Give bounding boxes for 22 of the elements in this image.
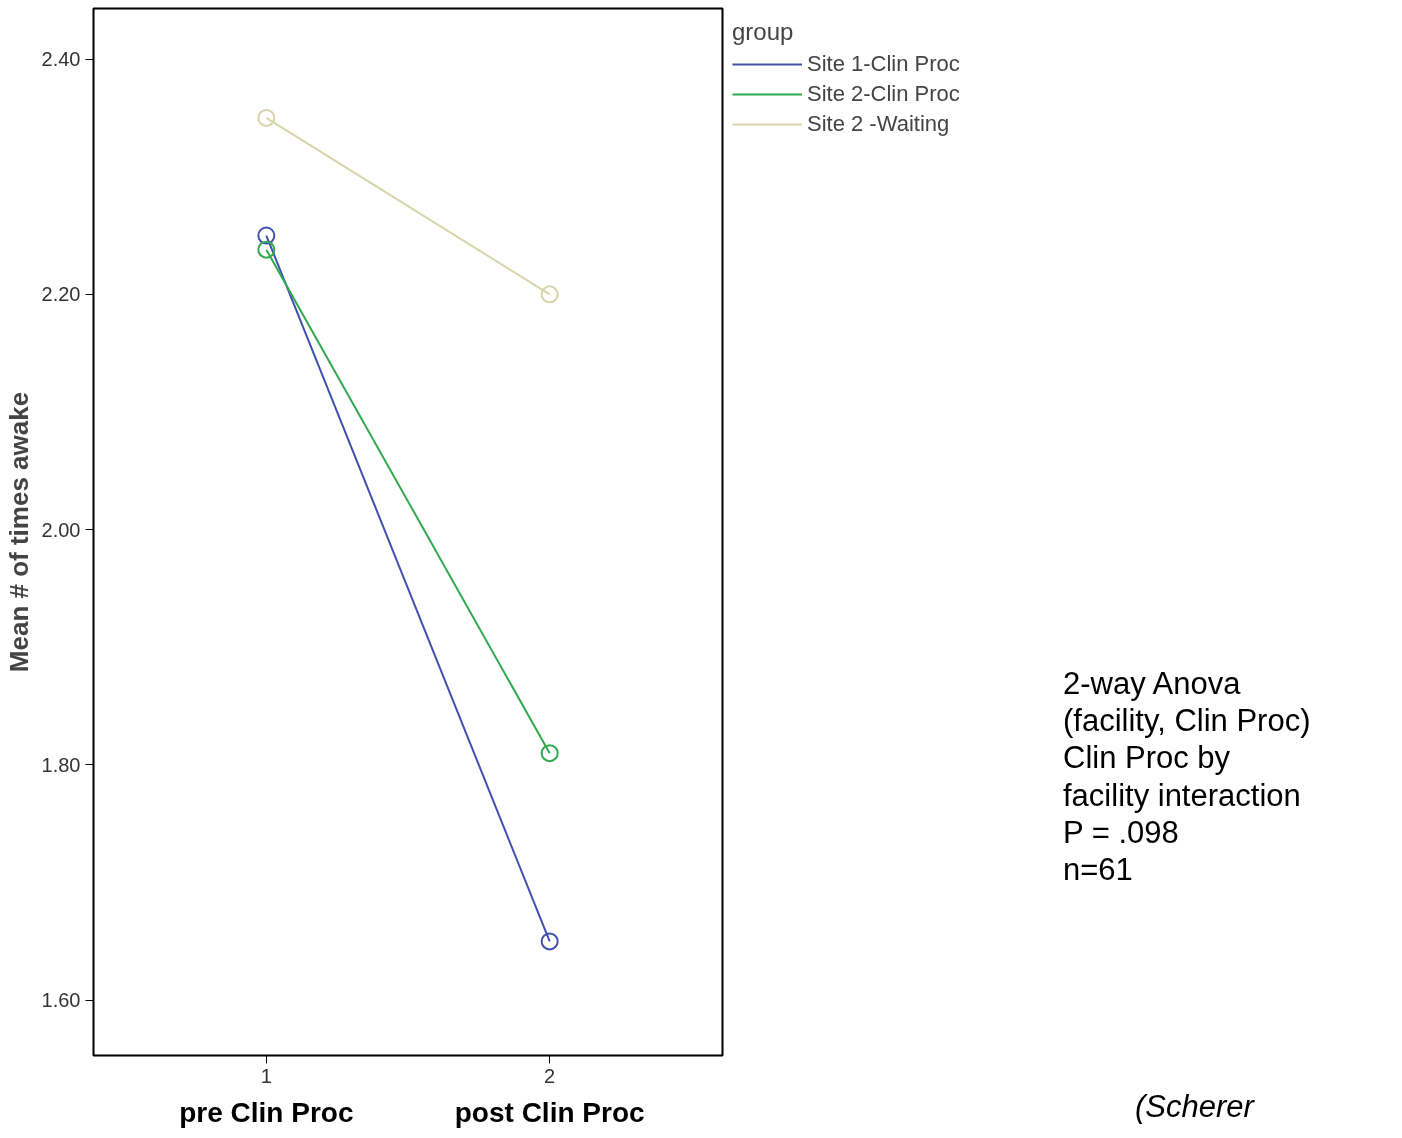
y-axis-title: Mean # of times awake (3, 391, 34, 673)
text: 2-way Anova (facility, Clin Proc) Clin Proc by facility interaction P = .098 n=61 (1063, 665, 1311, 889)
point (540, 744, 559, 763)
x-tick-label: 1 (260, 1064, 272, 1087)
point (257, 108, 276, 127)
text: (Scherer (1135, 1088, 1254, 1126)
point (257, 226, 276, 245)
x-tick-label: 2 (544, 1064, 556, 1087)
y-tick-label: 2.40 (41, 48, 81, 71)
legend-title: group (732, 18, 795, 46)
y-tick-label: 2.20 (41, 283, 81, 306)
point (257, 240, 276, 259)
point (540, 285, 559, 304)
y-tick-label: 2.00 (41, 518, 81, 541)
legend-label: Site 2 -Waiting (807, 111, 950, 137)
y-tick-label: 1.80 (41, 753, 81, 776)
point (540, 932, 559, 951)
legend-label: Site 1-Clin Proc (807, 51, 960, 77)
text: post Clin Proc (454, 1096, 645, 1128)
text: pre Clin Proc (179, 1096, 354, 1128)
legend-label: Site 2-Clin Proc (807, 81, 960, 107)
y-tick-label: 1.60 (41, 989, 81, 1012)
